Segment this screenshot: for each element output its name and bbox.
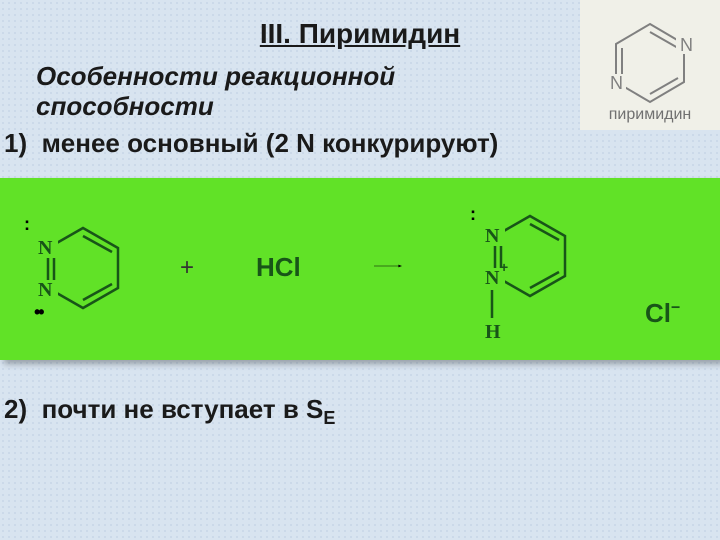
subtitle-line2: способности xyxy=(36,91,214,121)
point1-prefix: 1) xyxy=(4,128,27,158)
cl-charge: − xyxy=(671,299,680,316)
reactant-svg: N N xyxy=(36,218,130,328)
hcl-reagent: HCl xyxy=(256,252,301,283)
svg-text:N: N xyxy=(38,279,53,301)
cl-text: Cl xyxy=(645,298,671,328)
point2-sub: E xyxy=(323,408,335,428)
svg-text:N: N xyxy=(680,35,693,55)
reaction-arrow xyxy=(318,264,458,268)
lone-pair-product: : xyxy=(470,204,474,225)
svg-text:+: + xyxy=(500,259,508,275)
corner-molecule: N N пиримидин xyxy=(580,0,720,130)
product-pyrimidinium: N N + H : xyxy=(480,206,590,361)
point1-text: менее основный (2 N конкурируют) xyxy=(42,128,499,158)
corner-label: пиримидин xyxy=(580,106,720,124)
reactant-pyrimidine: N N : •• xyxy=(36,218,130,333)
subtitle-line1: Особенности реакционной xyxy=(36,61,395,91)
point-2: 2) почти не вступает в SE xyxy=(4,394,335,429)
svg-text:N: N xyxy=(610,73,623,93)
svg-text:H: H xyxy=(485,321,501,343)
svg-text:N: N xyxy=(38,237,53,259)
point-1: 1) менее основный (2 N конкурируют) xyxy=(4,128,498,159)
reaction-box: N N : •• + HCl N N + H : Cl− xyxy=(0,178,720,360)
subtitle: Особенности реакционной способности xyxy=(36,62,395,122)
lone-pair-top: : xyxy=(24,214,28,235)
svg-text:N: N xyxy=(485,225,500,247)
chloride-ion: Cl− xyxy=(645,298,680,329)
plus-sign: + xyxy=(180,254,194,282)
point2-prefix: 2) xyxy=(4,394,27,424)
product-svg: N N + H xyxy=(480,206,590,356)
point2-text: почти не вступает в S xyxy=(42,394,324,424)
lone-pair-bottom: •• xyxy=(34,302,43,323)
svg-text:N: N xyxy=(485,267,500,289)
